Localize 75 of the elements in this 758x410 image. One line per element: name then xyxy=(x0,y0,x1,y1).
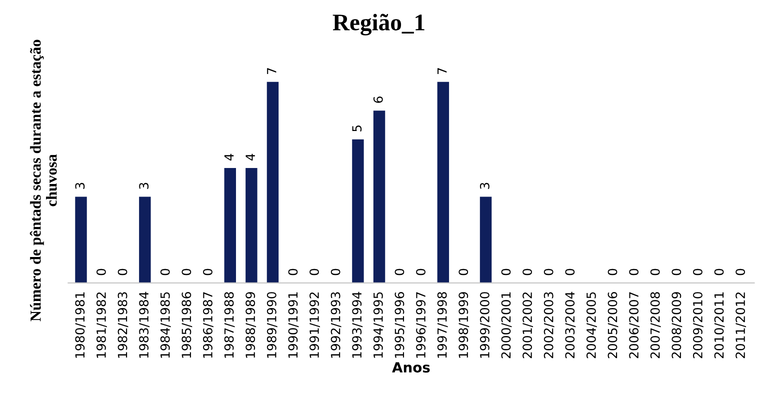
bar xyxy=(266,82,279,283)
data-label: 0 xyxy=(330,268,340,276)
x-tick-label: 2009/2010 xyxy=(692,292,704,358)
data-label: 0 xyxy=(608,268,618,276)
x-tick-label: 2001/2002 xyxy=(522,292,533,358)
bar xyxy=(75,196,87,283)
data-label: 0 xyxy=(629,268,639,276)
x-tick-label: 2003/2004 xyxy=(565,292,576,358)
data-label: 3 xyxy=(480,182,490,189)
x-tick-label: 1993/1994 xyxy=(352,292,363,358)
bar xyxy=(139,196,151,283)
x-tick-label: 1992/1993 xyxy=(330,292,342,358)
x-tick-label: 1996/1997 xyxy=(416,292,426,358)
data-label: 0 xyxy=(650,268,660,276)
x-tick-label: 2008/2009 xyxy=(672,292,682,358)
x-tick-label: 2005/2006 xyxy=(608,292,618,358)
chart-title: Região_1 xyxy=(332,14,424,36)
data-label: 0 xyxy=(394,268,404,276)
x-tick-label: 1994/1995 xyxy=(373,292,384,358)
x-tick-label: 2002/2003 xyxy=(544,292,554,358)
data-label: 0 xyxy=(182,268,192,276)
data-label: 0 xyxy=(714,268,724,276)
x-tick-label: 1988/1989 xyxy=(246,292,256,358)
x-tick-label: 1998/1999 xyxy=(458,292,470,358)
data-label: 0 xyxy=(416,268,426,276)
data-label: 7 xyxy=(438,68,447,74)
bar xyxy=(224,168,236,283)
bar xyxy=(352,139,364,283)
data-label: 0 xyxy=(736,268,746,276)
x-tick-label: 1982/1983 xyxy=(118,292,128,358)
x-axis-title: Anos xyxy=(392,362,430,373)
data-label: 0 xyxy=(288,268,298,276)
data-label: 4 xyxy=(246,154,255,160)
x-tick-label: 1981/1982 xyxy=(96,292,107,358)
x-tick-label: 1995/1996 xyxy=(394,292,406,358)
x-tick-label: 2006/2007 xyxy=(629,292,640,358)
x-tick-label: 1984/1985 xyxy=(160,292,171,358)
x-tick-label: 1999/2000 xyxy=(480,292,490,358)
data-label: 0 xyxy=(96,268,106,276)
data-label: 0 xyxy=(565,268,575,276)
data-label: 0 xyxy=(310,268,319,276)
data-label: 0 xyxy=(501,268,511,276)
data-label: 0 xyxy=(692,268,702,276)
data-label: 3 xyxy=(75,182,85,189)
data-label: 4 xyxy=(224,154,234,160)
x-tick-label: 1983/1984 xyxy=(139,292,150,358)
x-tick-label: 2000/2001 xyxy=(501,292,512,358)
x-tick-label: 1997/1998 xyxy=(437,292,448,358)
x-tick-label: 1986/1987 xyxy=(203,292,214,358)
x-tick-label: 1990/1991 xyxy=(288,292,299,358)
data-label: 7 xyxy=(267,68,276,74)
data-label: 5 xyxy=(352,126,362,132)
x-tick-label: 1987/1988 xyxy=(224,292,235,358)
data-label: 0 xyxy=(544,268,554,276)
data-label: 3 xyxy=(139,182,149,189)
bar xyxy=(480,196,492,283)
data-label: 0 xyxy=(203,268,212,276)
data-label: 0 xyxy=(672,268,682,276)
bar xyxy=(246,168,258,283)
x-tick-label: 1985/1986 xyxy=(182,292,192,358)
data-label: 6 xyxy=(373,96,383,103)
x-tick-label: 2004/2005 xyxy=(586,292,597,358)
data-label: 0 xyxy=(160,268,170,276)
data-label: 0 xyxy=(458,268,468,276)
data-label: 0 xyxy=(522,268,532,276)
x-tick-label: 2011/2012 xyxy=(736,292,746,358)
y-axis-title: Número de pêntads secas durante a estação chuvosa xyxy=(30,40,57,322)
x-tick-label: 2007/2008 xyxy=(650,292,661,358)
x-tick-label: 1980/1981 xyxy=(75,292,86,358)
x-tick-label: 1989/1990 xyxy=(266,292,278,358)
bar xyxy=(373,110,386,283)
data-label: 0 xyxy=(118,268,128,276)
x-tick-label: 2010/2011 xyxy=(714,292,725,358)
bar xyxy=(437,82,450,283)
x-tick-label: 1991/1992 xyxy=(310,292,320,358)
